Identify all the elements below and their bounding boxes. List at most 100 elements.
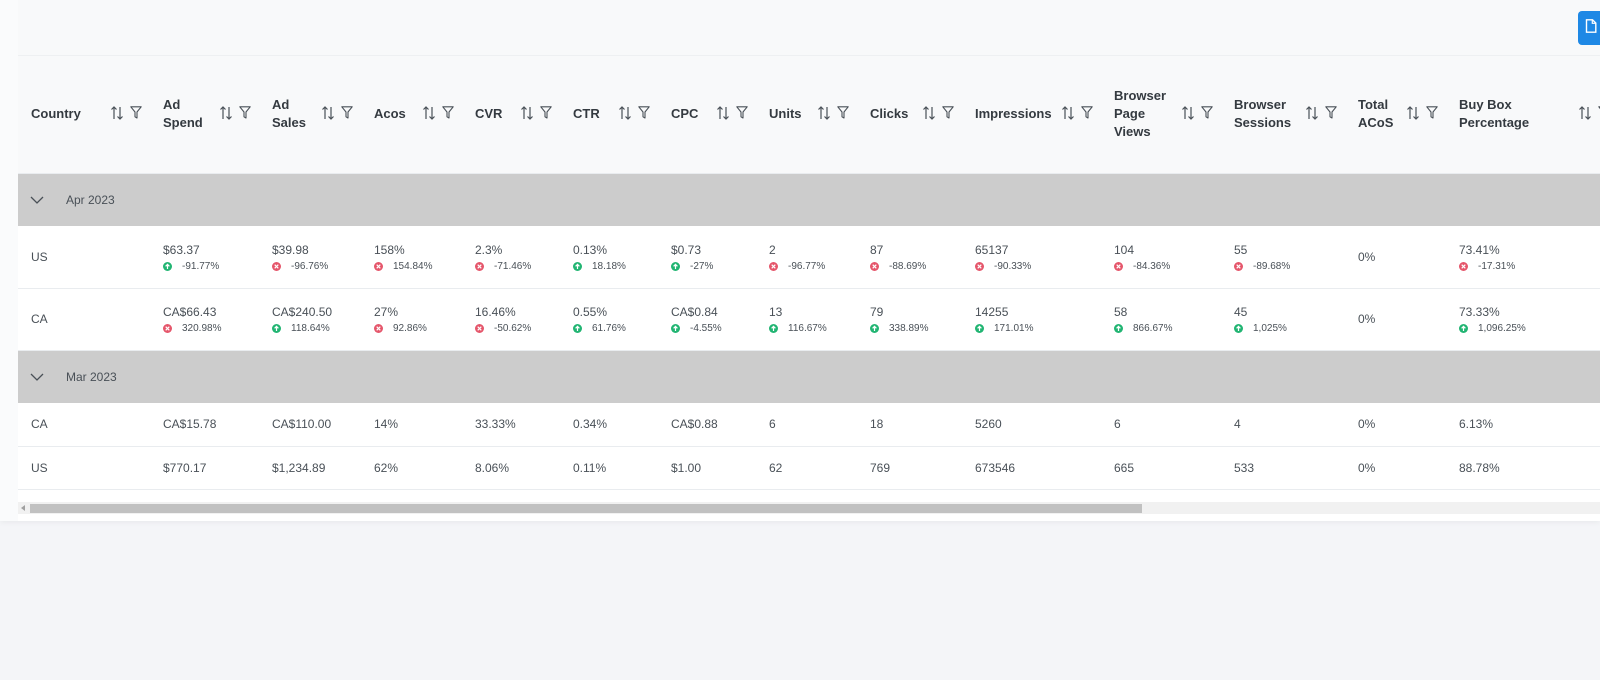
cell-browser-sessions: 4 bbox=[1221, 403, 1345, 447]
cell-value: 8.06% bbox=[475, 460, 510, 475]
scrollbar-thumb[interactable] bbox=[30, 504, 1142, 513]
sort-arrows-icon[interactable] bbox=[219, 105, 233, 124]
cell-country: US bbox=[18, 446, 150, 490]
column-header-acos[interactable]: Acos bbox=[361, 56, 462, 174]
cell-value: $1.00 bbox=[671, 460, 702, 475]
column-header-label: CVR bbox=[475, 106, 503, 122]
cell-value: 5260 bbox=[975, 417, 1002, 432]
column-header-units[interactable]: Units bbox=[756, 56, 857, 174]
column-header-actions bbox=[1061, 105, 1093, 124]
arrow-up-circle-icon bbox=[1234, 324, 1248, 333]
cell-clicks: 79 338.89% bbox=[857, 288, 962, 351]
cell-browser-page-views: 104 -84.36% bbox=[1101, 226, 1221, 289]
sort-arrows-icon[interactable] bbox=[618, 105, 632, 124]
cell-value: $770.17 bbox=[163, 460, 207, 475]
column-header-content: Units bbox=[769, 105, 849, 124]
sort-arrows-icon[interactable] bbox=[422, 105, 436, 124]
cell-acos: 158% 154.84% bbox=[361, 226, 462, 289]
filter-funnel-icon[interactable] bbox=[736, 106, 748, 122]
cell-acos: 27% 92.86% bbox=[361, 288, 462, 351]
column-header-cpc[interactable]: CPC bbox=[658, 56, 756, 174]
arrow-down-circle-icon bbox=[475, 324, 489, 333]
column-header-ctr[interactable]: CTR bbox=[560, 56, 658, 174]
cell-delta: 171.01% bbox=[975, 323, 1093, 334]
column-header-country[interactable]: Country bbox=[18, 56, 150, 174]
cell-value: 665 bbox=[1114, 460, 1135, 475]
sort-arrows-icon[interactable] bbox=[922, 105, 936, 124]
cell-delta: -17.31% bbox=[1459, 261, 1600, 272]
sort-arrows-icon[interactable] bbox=[520, 105, 534, 124]
filter-funnel-icon[interactable] bbox=[442, 106, 454, 122]
column-header-content: Country bbox=[31, 105, 142, 124]
column-header-ad-sales[interactable]: Ad Sales bbox=[259, 56, 361, 174]
column-header-content: Acos bbox=[374, 105, 454, 124]
sort-arrows-icon[interactable] bbox=[1578, 105, 1592, 124]
column-header-ad-spend[interactable]: Ad Spend bbox=[150, 56, 259, 174]
column-header-clicks[interactable]: Clicks bbox=[857, 56, 962, 174]
cell-delta: -91.77% bbox=[163, 261, 251, 272]
filter-funnel-icon[interactable] bbox=[1201, 106, 1213, 122]
delta-value: 118.64% bbox=[291, 323, 330, 334]
filter-funnel-icon[interactable] bbox=[1325, 106, 1337, 122]
column-header-buy-box-percentage[interactable]: Buy Box Percentage bbox=[1446, 56, 1600, 174]
column-header-browser-sessions[interactable]: Browser Sessions bbox=[1221, 56, 1345, 174]
sort-arrows-icon[interactable] bbox=[1061, 105, 1075, 124]
table-row: CA CA$15.78 CA$110.00 14% 33.33% 0.34% CA$0.88… bbox=[18, 403, 1600, 447]
cell-value: 6 bbox=[769, 417, 776, 432]
sort-arrows-icon[interactable] bbox=[1305, 105, 1319, 124]
sort-arrows-icon[interactable] bbox=[716, 105, 730, 124]
filter-funnel-icon[interactable] bbox=[130, 106, 142, 122]
filter-funnel-icon[interactable] bbox=[1426, 106, 1438, 122]
group-row[interactable]: Apr 2023 bbox=[18, 173, 1600, 226]
column-header-impressions[interactable]: Impressions bbox=[962, 56, 1101, 174]
cell-ad-sales: $1,234.89 bbox=[259, 446, 361, 490]
cell-value: 14255 bbox=[975, 305, 1009, 319]
cell-total-acos: 0% bbox=[1345, 288, 1446, 351]
column-header-label: Units bbox=[769, 106, 802, 122]
cell-value: 27% bbox=[374, 305, 399, 319]
sort-arrows-icon[interactable] bbox=[817, 105, 831, 124]
filter-funnel-icon[interactable] bbox=[942, 106, 954, 122]
cell-buy-box-percentage: 73.41% -17.31% bbox=[1446, 226, 1600, 289]
cell-browser-sessions: 45 1,025% bbox=[1221, 288, 1345, 351]
column-header-cvr[interactable]: CVR bbox=[462, 56, 560, 174]
cell-country: US bbox=[18, 226, 150, 289]
cell-value: 6 bbox=[1114, 417, 1121, 432]
filter-funnel-icon[interactable] bbox=[239, 106, 251, 122]
delta-value: 320.98% bbox=[182, 323, 222, 334]
scroll-left-arrow-icon[interactable] bbox=[21, 505, 25, 511]
cell-value: 87 bbox=[870, 242, 884, 257]
cell-value: 73.41% bbox=[1459, 242, 1500, 257]
sort-arrows-icon[interactable] bbox=[110, 105, 124, 124]
cell-value: 62 bbox=[769, 460, 783, 475]
cell-cvr: 16.46% -50.62% bbox=[462, 288, 560, 351]
cell-value: 65137 bbox=[975, 242, 1009, 257]
column-header-actions bbox=[618, 105, 650, 124]
horizontal-scrollbar[interactable] bbox=[18, 502, 1600, 514]
arrow-down-circle-icon bbox=[272, 261, 286, 271]
cell-ad-spend: CA$15.78 bbox=[150, 403, 259, 447]
chevron-down-icon[interactable] bbox=[30, 196, 46, 204]
chevron-down-icon[interactable] bbox=[30, 373, 46, 381]
filter-funnel-icon[interactable] bbox=[540, 106, 552, 122]
cell-ctr: 0.55% 61.76% bbox=[560, 288, 658, 351]
sort-arrows-icon[interactable] bbox=[321, 105, 335, 124]
filter-funnel-icon[interactable] bbox=[638, 106, 650, 122]
delta-value: 171.01% bbox=[994, 323, 1034, 334]
sort-arrows-icon[interactable] bbox=[1181, 105, 1195, 124]
filter-funnel-icon[interactable] bbox=[837, 106, 849, 122]
column-header-browser-page-views[interactable]: Browser Page Views bbox=[1101, 56, 1221, 174]
filter-funnel-icon[interactable] bbox=[341, 106, 353, 122]
delta-value: -88.69% bbox=[889, 260, 927, 272]
cell-impressions: 673546 bbox=[962, 446, 1101, 490]
export-button[interactable] bbox=[1578, 11, 1600, 45]
cell-browser-page-views: 58 866.67% bbox=[1101, 288, 1221, 351]
sort-arrows-icon[interactable] bbox=[1406, 105, 1420, 124]
cell-value: 13 bbox=[769, 305, 783, 319]
column-header-actions bbox=[1181, 105, 1213, 124]
column-header-actions bbox=[922, 105, 954, 124]
cell-value: 2 bbox=[769, 242, 776, 257]
group-row[interactable]: Mar 2023 bbox=[18, 350, 1600, 403]
column-header-total-acos[interactable]: Total ACoS bbox=[1345, 56, 1446, 174]
filter-funnel-icon[interactable] bbox=[1081, 106, 1093, 122]
